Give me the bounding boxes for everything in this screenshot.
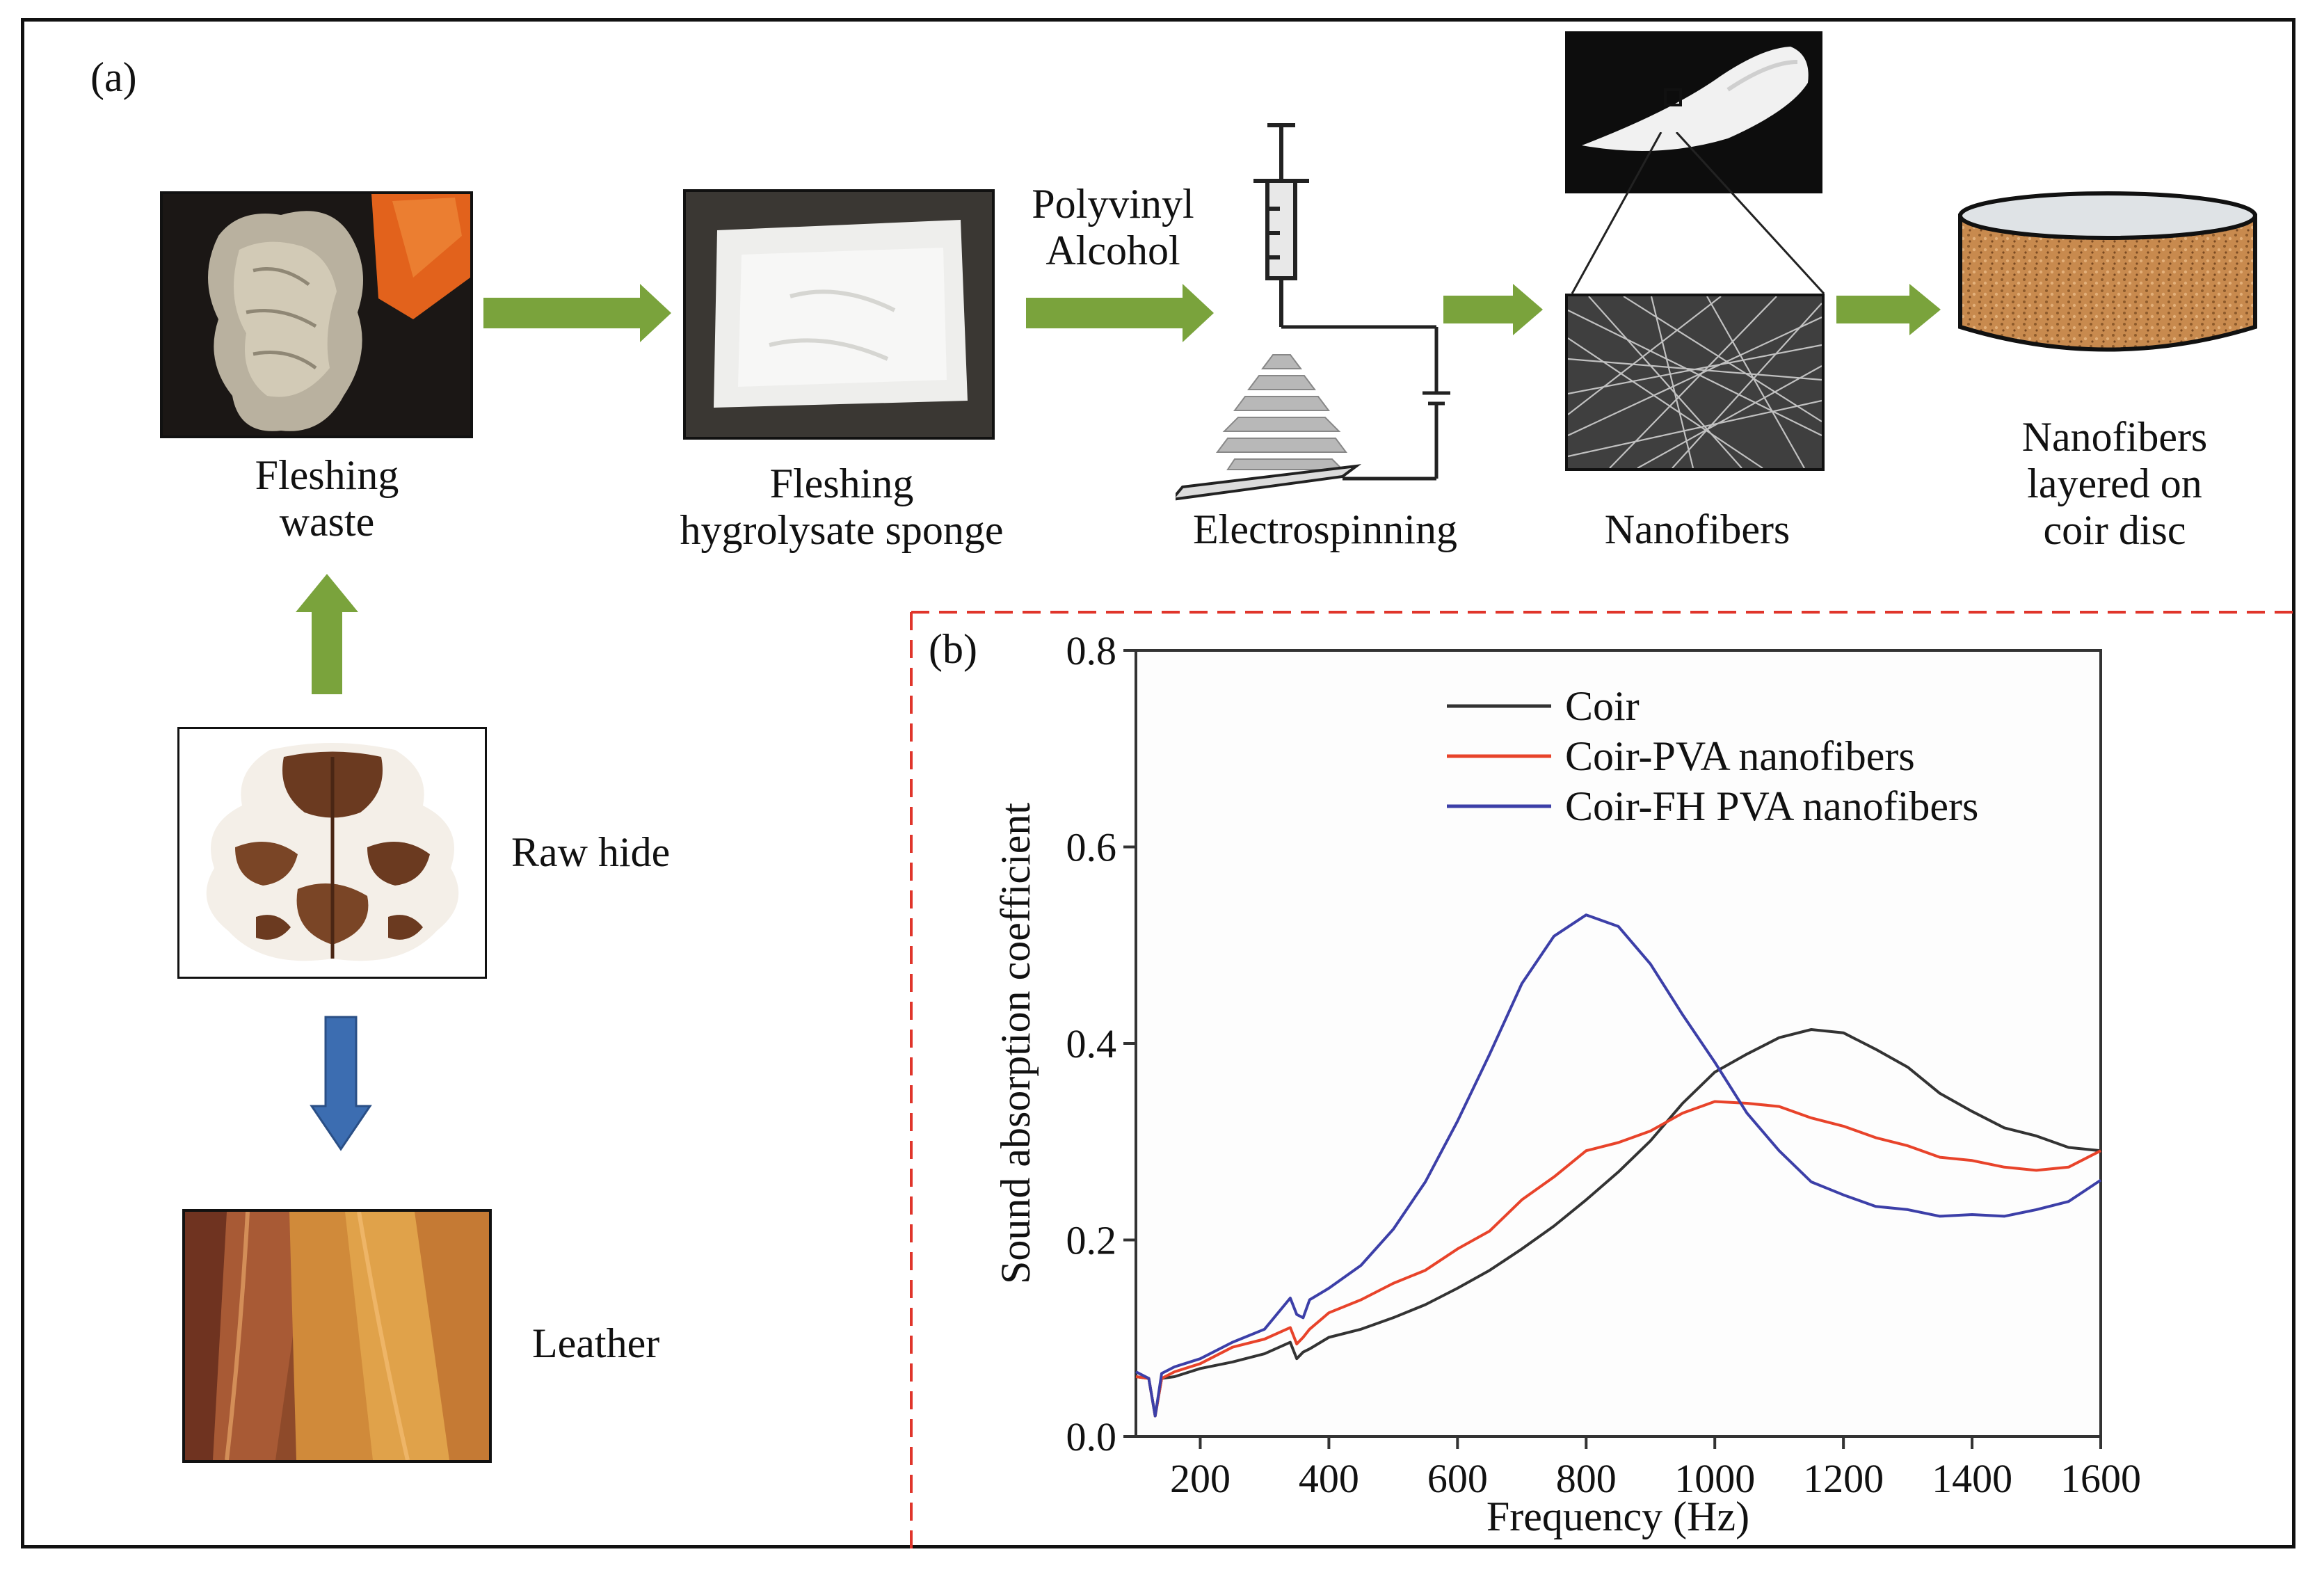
coir-disc [1958,191,2257,352]
arrow-rawhide-to-leather [310,1016,372,1151]
sponge-photo [683,189,995,440]
panel-a-label: (a) [90,54,137,100]
membrane-photo [1565,31,1822,193]
membrane-image [1568,34,1820,191]
electrospinning-label: Electrospinning [1193,506,1457,552]
legend-label-3: Coir-FH PVA nanofibers [1565,783,1978,829]
x-tick-label: 1000 [1674,1456,1755,1501]
pva-label-line1: Polyvinyl [1032,181,1194,227]
pva-label-line2: Alcohol [1045,227,1180,274]
x-tick-label: 400 [1299,1456,1359,1501]
circuit-wire [1281,325,1450,481]
sponge-label-line1: Fleshing [769,461,914,506]
legend-label-2: Coir-PVA nanofibers [1565,733,1915,779]
panel-b-label: (b) [929,626,977,672]
fleshing-waste-label-line2: waste [279,499,375,545]
disc-label-line2: layered on [2027,461,2202,507]
fleshing-waste-photo [160,191,473,438]
x-tick-label: 1400 [1932,1456,2012,1501]
x-tick-label: 1600 [2060,1456,2141,1501]
raw-hide-label: Raw hide [511,829,671,875]
leather-photo [182,1209,492,1463]
y-axis-label: Sound absorption coefficient [993,803,1039,1284]
leather-image [185,1212,489,1460]
arrow-rawhide-to-waste [296,574,358,694]
y-tick-label: 0.4 [1066,1021,1117,1066]
x-tick-label: 200 [1170,1456,1231,1501]
disc-label-line3: coir disc [2043,507,2186,554]
dashed-panel-border [910,611,2295,1548]
electrospinning-setup [1176,123,1450,501]
arrow-sponge-to-electrospinning [1026,284,1214,342]
nanofibers-sem-photo [1565,294,1825,471]
x-tick-label: 1200 [1803,1456,1884,1501]
nanofibers-label: Nanofibers [1604,506,1790,552]
fleshing-waste-label: Fleshing waste [212,452,442,545]
x-axis-label: Frequency (Hz) [1486,1494,1749,1539]
disc-label-line1: Nanofibers [2021,414,2208,460]
x-tick-label: 600 [1427,1456,1488,1501]
legend-label-1: Coir [1565,683,1640,729]
arrow-nanofibers-to-disc [1836,284,1941,335]
arrow-waste-to-sponge [483,284,671,342]
raw-hide-photo [177,727,487,979]
y-tick-label: 0.8 [1066,628,1117,673]
y-tick-label: 0.0 [1066,1414,1117,1459]
fleshing-waste-image [163,194,470,435]
taylor-cone-icon [1216,354,1347,470]
pva-label: Polyvinyl Alcohol [1009,181,1217,274]
x-tick-label: 800 [1556,1456,1617,1501]
raw-hide-image [179,729,485,977]
leather-label: Leather [532,1320,660,1366]
plot-area [1135,649,2102,1438]
zoom-lines [1571,132,1825,295]
nanofibers-sem-image [1568,296,1822,468]
sponge-label: Fleshing hygrolysate sponge [626,461,1057,554]
collector-plate [1176,464,1362,501]
figure-frame [21,18,2295,1548]
series-line-2 [1135,1100,2101,1418]
fleshing-waste-label-line1: Fleshing [255,452,399,498]
sponge-label-line2: hygrolysate sponge [680,507,1004,554]
y-tick-label: 0.2 [1066,1218,1117,1263]
series-line-1 [1135,1028,2101,1418]
syringe-icon [1253,123,1309,327]
series-line-3 [1135,913,2102,1418]
sponge-image [686,192,992,437]
y-tick-label: 0.6 [1066,825,1117,870]
arrow-electrospinning-to-nanofibers [1443,284,1543,335]
disc-label: Nanofibers layered on coir disc [1976,414,2254,554]
sound-absorption-chart: 0.0 0.2 0.4 0.6 0.8 200 400 600 800 1000 1200 1400… [993,628,2141,1539]
